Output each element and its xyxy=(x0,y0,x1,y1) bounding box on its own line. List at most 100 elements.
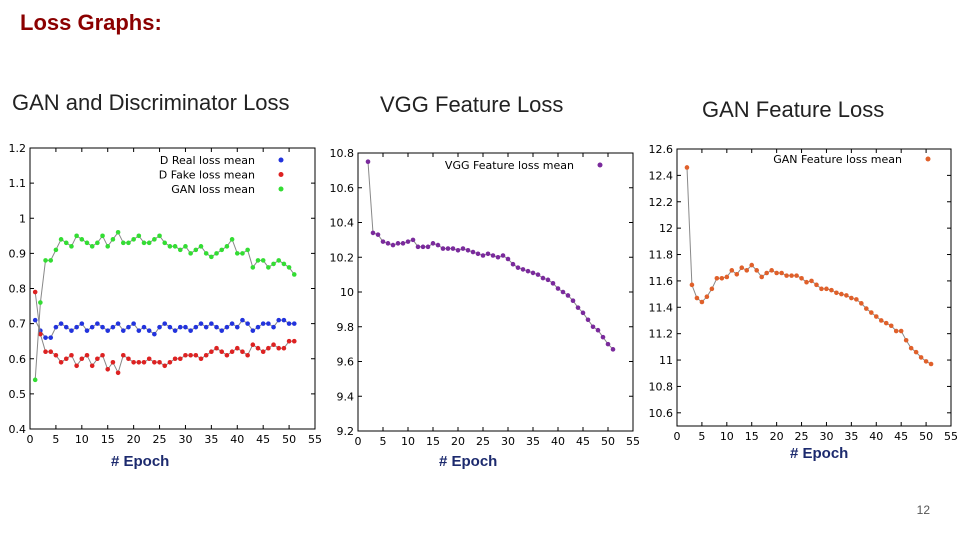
xlabel-gan-feature: # Epoch xyxy=(790,445,849,462)
data-point-vgg-feature-loss-mean xyxy=(410,237,416,243)
legend-marker xyxy=(278,172,284,177)
data-point-gan-feature-loss-mean xyxy=(794,273,799,278)
data-point-vgg-feature-loss-mean xyxy=(605,341,611,347)
data-point-gan-loss-mean xyxy=(84,240,90,246)
data-point-gan-loss-mean xyxy=(120,240,126,246)
data-point-vgg-feature-loss-mean xyxy=(515,265,521,270)
data-point-gan-feature-loss-mean xyxy=(854,297,859,302)
data-point-d-fake-loss-mean xyxy=(58,359,64,365)
data-point-d-real-loss-mean xyxy=(203,324,209,330)
data-point-vgg-feature-loss-mean xyxy=(470,249,476,255)
data-point-d-fake-loss-mean xyxy=(291,338,297,344)
data-point-d-real-loss-mean xyxy=(240,317,245,323)
data-point-gan-loss-mean xyxy=(157,233,162,239)
data-point-d-fake-loss-mean xyxy=(89,363,95,369)
plot-frame xyxy=(357,152,634,432)
data-point-vgg-feature-loss-mean xyxy=(595,327,601,333)
data-point-gan-loss-mean xyxy=(234,251,240,256)
data-point-d-fake-loss-mean xyxy=(84,352,90,358)
y-tick-label: 10.4 xyxy=(330,217,355,230)
y-tick-label: 0.4 xyxy=(9,423,27,436)
x-tick-label: 50 xyxy=(601,435,615,448)
y-tick-label: 0.6 xyxy=(9,353,27,366)
x-tick-label: 25 xyxy=(795,430,809,441)
x-tick-label: 50 xyxy=(282,433,296,446)
data-point-gan-feature-loss-mean xyxy=(893,328,899,334)
data-point-vgg-feature-loss-mean xyxy=(475,251,481,257)
y-tick-label: 11.4 xyxy=(649,301,674,314)
data-point-d-real-loss-mean xyxy=(177,324,183,330)
legend-marker xyxy=(278,157,284,163)
data-point-gan-loss-mean xyxy=(43,258,48,263)
data-point-vgg-feature-loss-mean xyxy=(545,277,551,283)
data-point-gan-loss-mean xyxy=(172,244,178,249)
data-point-gan-feature-loss-mean xyxy=(744,268,750,273)
data-point-gan-feature-loss-mean xyxy=(898,328,904,334)
data-point-d-fake-loss-mean xyxy=(198,356,204,362)
data-point-gan-feature-loss-mean xyxy=(684,165,690,170)
data-point-gan-feature-loss-mean xyxy=(849,295,854,301)
data-point-vgg-feature-loss-mean xyxy=(365,159,371,164)
data-point-d-fake-loss-mean xyxy=(260,349,266,355)
x-tick-label: 20 xyxy=(127,433,141,446)
y-tick-label: 12.4 xyxy=(649,169,674,182)
data-point-d-real-loss-mean xyxy=(281,317,287,323)
data-point-vgg-feature-loss-mean xyxy=(405,239,411,244)
x-tick-label: 0 xyxy=(355,435,362,448)
x-tick-label: 15 xyxy=(745,430,759,441)
data-point-gan-feature-loss-mean xyxy=(759,274,764,280)
data-point-vgg-feature-loss-mean xyxy=(375,232,381,237)
data-point-gan-feature-loss-mean xyxy=(709,286,715,292)
data-point-vgg-feature-loss-mean xyxy=(455,248,461,253)
data-point-gan-feature-loss-mean xyxy=(864,306,869,311)
data-point-vgg-feature-loss-mean xyxy=(580,310,586,316)
data-point-d-real-loss-mean xyxy=(260,321,266,326)
y-tick-label: 1.2 xyxy=(9,142,27,155)
data-point-d-real-loss-mean xyxy=(48,335,54,340)
x-tick-label: 55 xyxy=(626,435,640,448)
data-point-gan-loss-mean xyxy=(229,237,235,242)
data-point-d-real-loss-mean xyxy=(53,324,59,330)
data-point-gan-loss-mean xyxy=(219,247,225,253)
data-point-d-real-loss-mean xyxy=(120,328,126,333)
y-tick-label: 10.8 xyxy=(649,380,674,393)
data-point-gan-feature-loss-mean xyxy=(769,268,774,273)
data-point-d-real-loss-mean xyxy=(131,321,136,326)
x-tick-label: 50 xyxy=(919,430,933,441)
data-point-gan-loss-mean xyxy=(177,247,183,253)
legend-marker xyxy=(925,156,931,162)
data-point-vgg-feature-loss-mean xyxy=(465,248,471,253)
data-point-d-fake-loss-mean xyxy=(172,356,178,362)
data-point-d-fake-loss-mean xyxy=(234,345,240,351)
data-point-d-fake-loss-mean xyxy=(131,359,136,365)
data-point-vgg-feature-loss-mean xyxy=(555,286,561,291)
data-point-d-real-loss-mean xyxy=(95,321,100,326)
data-point-d-fake-loss-mean xyxy=(250,342,256,347)
data-point-vgg-feature-loss-mean xyxy=(575,305,581,310)
legend-label: D Fake loss mean xyxy=(159,169,255,182)
data-point-d-fake-loss-mean xyxy=(95,356,100,362)
data-point-gan-feature-loss-mean xyxy=(839,291,844,297)
data-point-gan-loss-mean xyxy=(162,240,168,246)
data-point-d-real-loss-mean xyxy=(209,321,214,326)
data-point-d-real-loss-mean xyxy=(286,321,292,326)
data-point-gan-feature-loss-mean xyxy=(923,359,929,364)
data-point-d-fake-loss-mean xyxy=(48,349,54,355)
y-tick-label: 9.8 xyxy=(337,321,355,334)
data-point-vgg-feature-loss-mean xyxy=(420,244,426,250)
data-point-d-real-loss-mean xyxy=(219,328,225,333)
data-point-d-fake-loss-mean xyxy=(286,338,292,344)
data-point-d-fake-loss-mean xyxy=(162,363,168,369)
data-point-d-real-loss-mean xyxy=(250,328,256,333)
data-point-d-fake-loss-mean xyxy=(53,352,59,358)
data-point-gan-feature-loss-mean xyxy=(699,299,705,305)
data-point-vgg-feature-loss-mean xyxy=(570,298,576,303)
x-tick-label: 40 xyxy=(230,433,244,446)
data-point-gan-loss-mean xyxy=(203,251,209,256)
data-point-d-fake-loss-mean xyxy=(79,356,85,362)
data-point-gan-loss-mean xyxy=(141,240,147,246)
x-tick-label: 10 xyxy=(401,435,415,448)
data-point-gan-feature-loss-mean xyxy=(739,265,745,271)
data-point-d-fake-loss-mean xyxy=(240,349,245,355)
data-point-vgg-feature-loss-mean xyxy=(550,281,556,286)
